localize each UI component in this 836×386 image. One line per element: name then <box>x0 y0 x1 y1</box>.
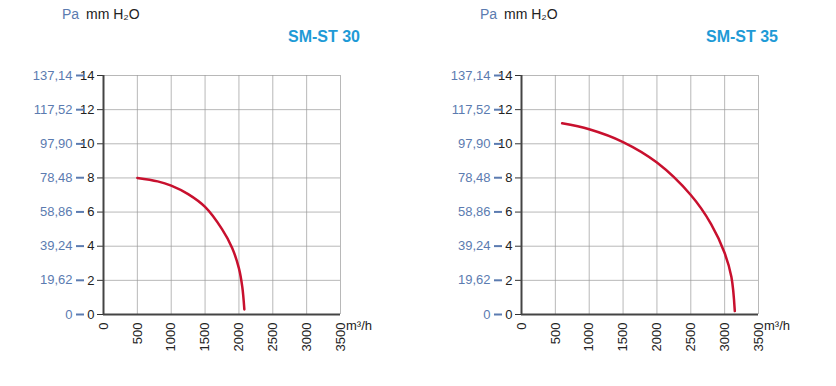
svg-text:8: 8 <box>87 170 94 185</box>
svg-text:8: 8 <box>505 170 512 185</box>
svg-text:2500: 2500 <box>683 323 698 352</box>
svg-text:78,48: 78,48 <box>40 170 73 185</box>
svg-text:12: 12 <box>498 102 512 117</box>
svg-text:97,90: 97,90 <box>458 136 491 151</box>
svg-text:10: 10 <box>80 136 94 151</box>
html-text:SM-ST 35: SM-ST 35 <box>706 28 778 45</box>
svg-text:0: 0 <box>96 323 111 330</box>
svg-text:2500: 2500 <box>265 323 280 352</box>
html-text:m³/h: m³/h <box>764 318 790 333</box>
html-text:Pa: Pa <box>480 6 498 22</box>
svg-text:117,52: 117,52 <box>34 102 73 117</box>
svg-text:10: 10 <box>498 136 512 151</box>
svg-text:0: 0 <box>65 307 72 322</box>
svg-text:58,86: 58,86 <box>458 204 491 219</box>
svg-text:1500: 1500 <box>615 323 630 352</box>
svg-text:0: 0 <box>483 307 490 322</box>
svg-text:500: 500 <box>130 323 145 345</box>
svg-text:78,48: 78,48 <box>458 170 491 185</box>
svg-text:6: 6 <box>505 204 512 219</box>
svg-text:3500: 3500 <box>751 323 766 352</box>
svg-text:2000: 2000 <box>649 323 664 352</box>
svg-text:500: 500 <box>548 323 563 345</box>
svg-text:6: 6 <box>87 204 94 219</box>
svg-text:14: 14 <box>498 68 512 83</box>
svg-text:1000: 1000 <box>581 323 596 352</box>
svg-text:4: 4 <box>87 238 94 253</box>
svg-text:1500: 1500 <box>197 323 212 352</box>
svg-text:39,24: 39,24 <box>458 238 491 253</box>
svg-text:3000: 3000 <box>299 323 314 352</box>
svg-text:0: 0 <box>514 323 529 330</box>
svg-text:39,24: 39,24 <box>40 238 73 253</box>
svg-text:58,86: 58,86 <box>40 204 73 219</box>
svg-text:1000: 1000 <box>163 323 178 352</box>
html-text:m³/h: m³/h <box>346 318 372 333</box>
svg-text:19,62: 19,62 <box>458 272 491 287</box>
svg-text:137,14: 137,14 <box>33 68 73 83</box>
svg-text:97,90: 97,90 <box>40 136 73 151</box>
svg-text:0: 0 <box>505 307 512 322</box>
html-text:Pa: Pa <box>62 6 80 22</box>
html-text:mm H₂O: mm H₂O <box>504 6 558 22</box>
svg-text:4: 4 <box>505 238 512 253</box>
svg-text:2000: 2000 <box>231 323 246 352</box>
svg-text:2: 2 <box>505 273 512 288</box>
svg-text:117,52: 117,52 <box>452 102 491 117</box>
html-text:SM-ST 30: SM-ST 30 <box>288 28 360 45</box>
svg-text:12: 12 <box>80 102 94 117</box>
svg-text:3000: 3000 <box>717 323 732 352</box>
svg-text:14: 14 <box>80 68 94 83</box>
svg-text:3500: 3500 <box>333 323 348 352</box>
svg-text:137,14: 137,14 <box>451 68 491 83</box>
svg-text:19,62: 19,62 <box>40 272 73 287</box>
html-text:mm H₂O: mm H₂O <box>86 6 140 22</box>
svg-text:2: 2 <box>87 273 94 288</box>
svg-text:0: 0 <box>87 307 94 322</box>
